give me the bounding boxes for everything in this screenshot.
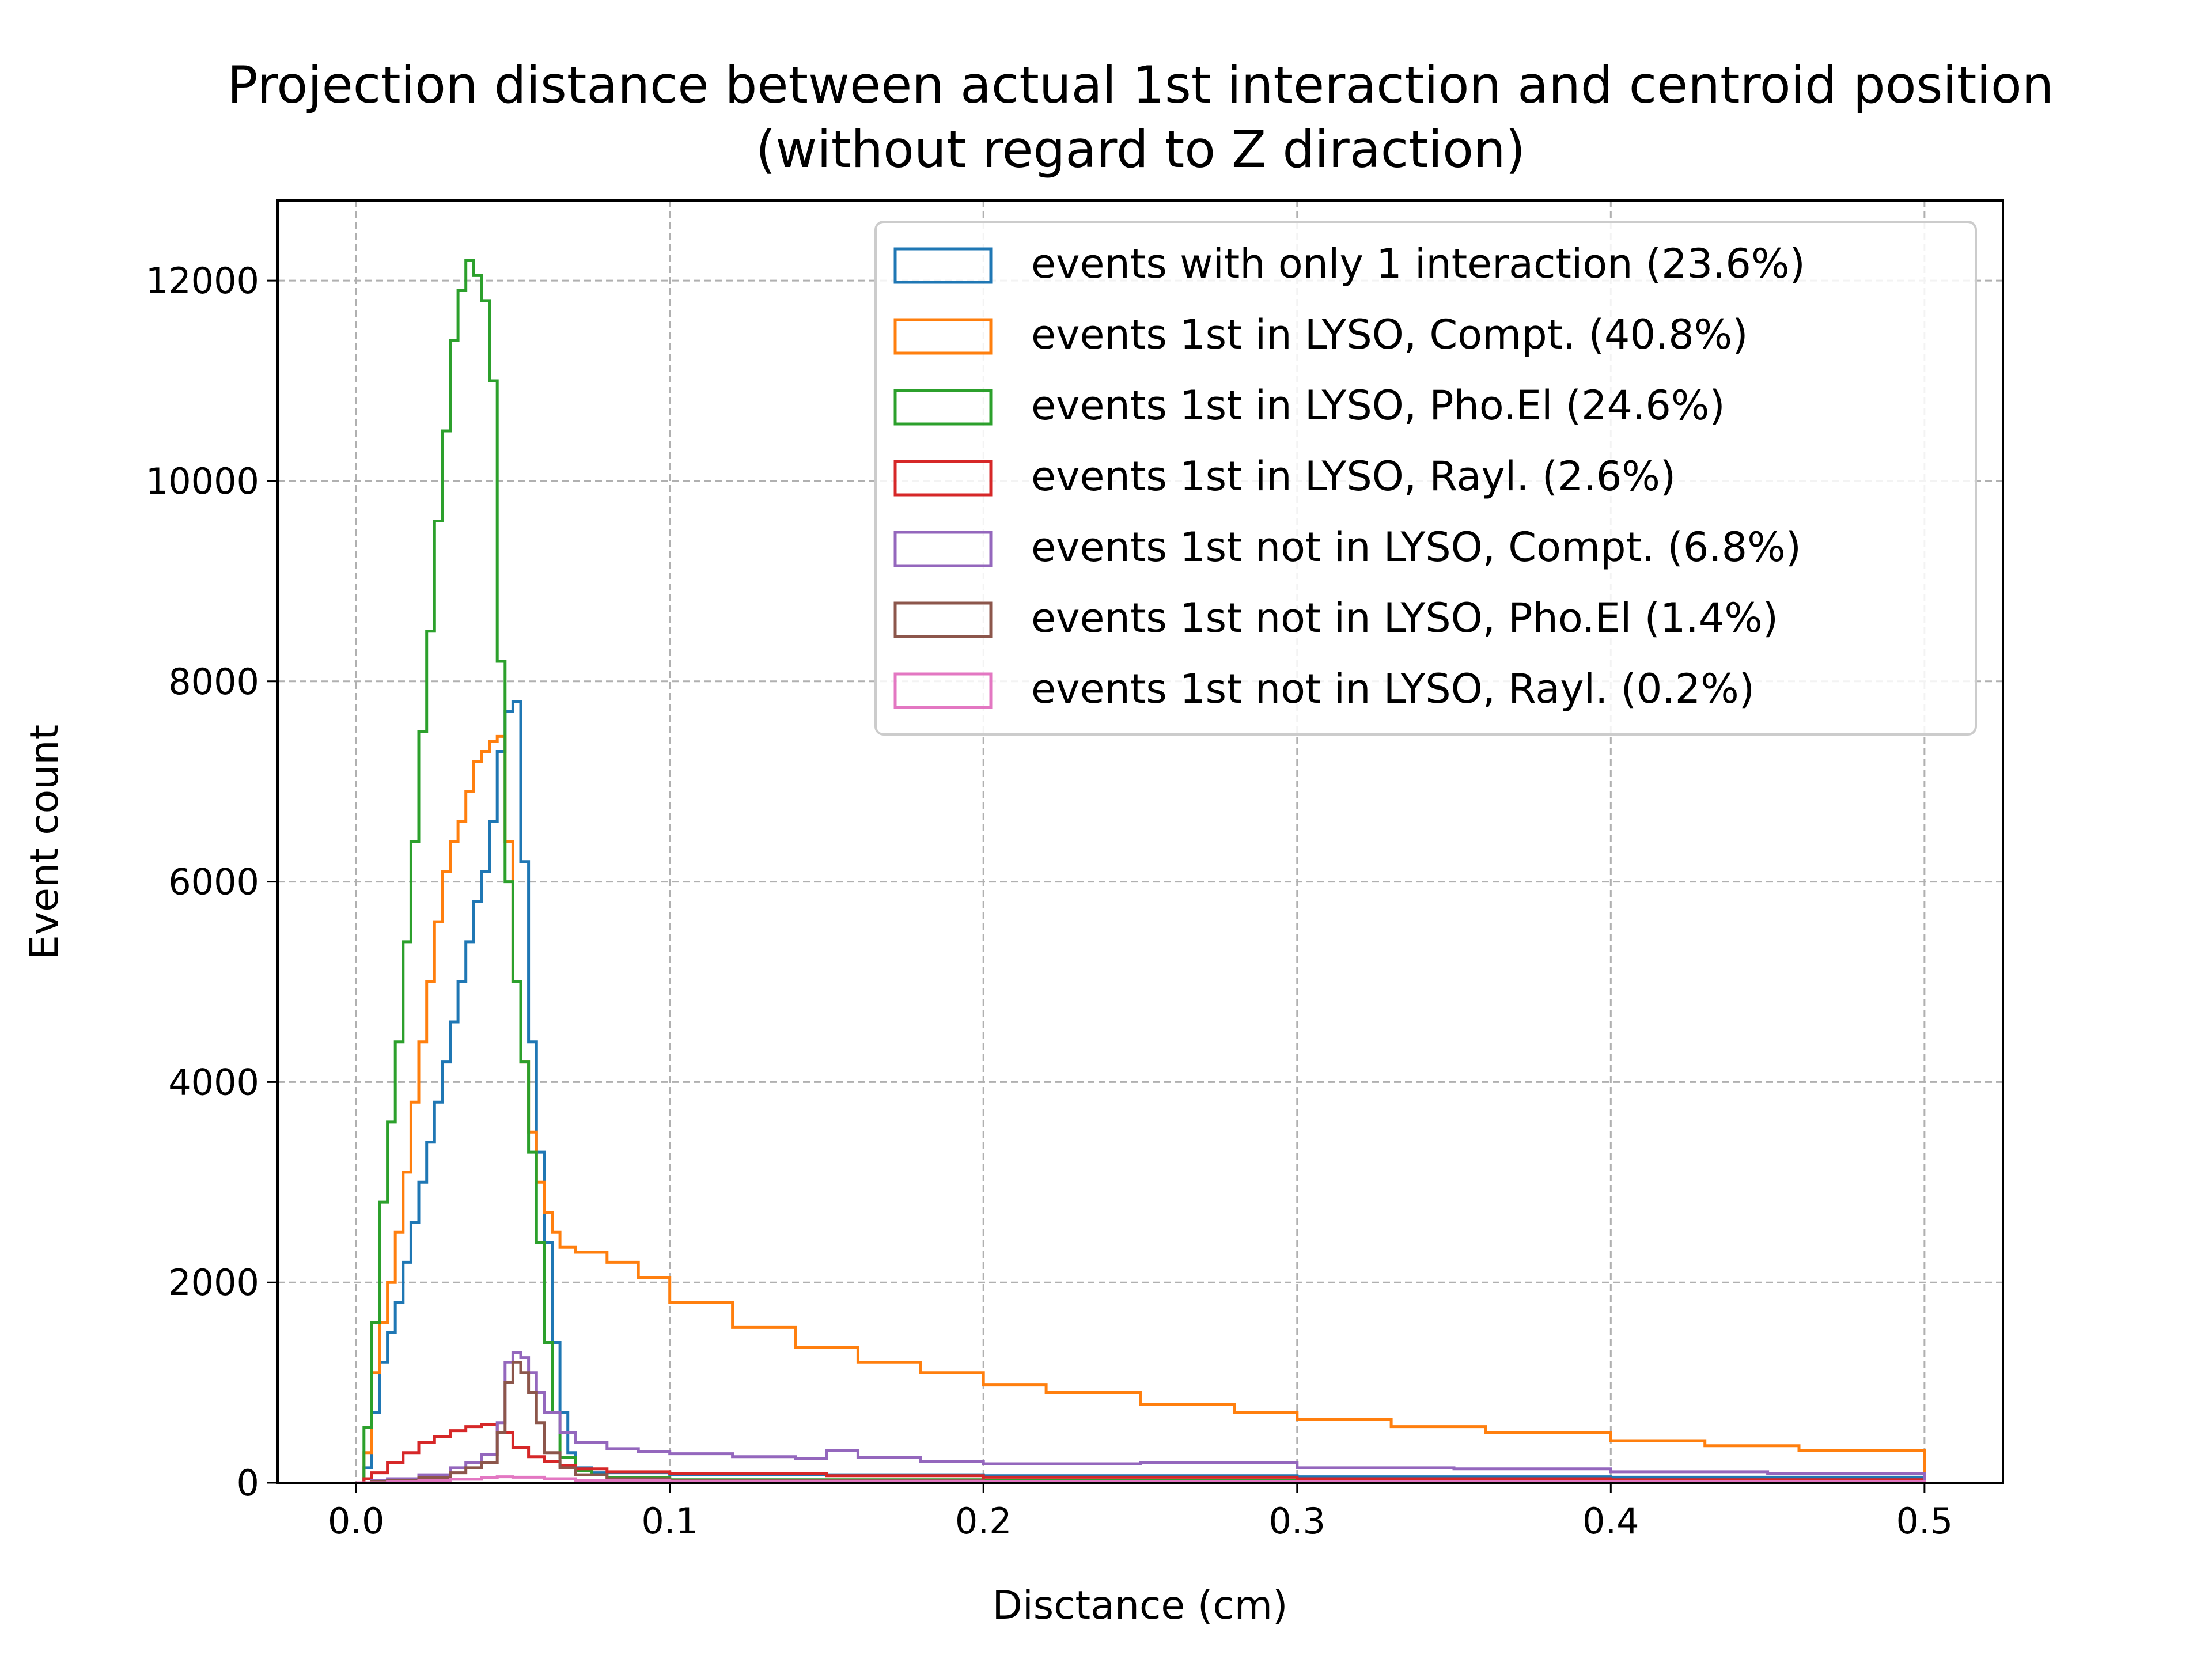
legend-label: events 1st in LYSO, Compt. (40.8%) — [1031, 311, 1748, 358]
chart-subtitle: (without regard to Z diraction) — [756, 120, 1525, 179]
series-line-7 — [356, 1475, 1926, 1484]
legend-swatch — [893, 601, 993, 638]
y-tick-label: 2000 — [168, 1262, 259, 1304]
legend-label: events 1st not in LYSO, Pho.El (1.4%) — [1031, 594, 1778, 642]
y-tick-label: 12000 — [146, 260, 259, 302]
legend-label: events with only 1 interaction (23.6%) — [1031, 240, 1805, 287]
legend-swatch — [893, 247, 993, 284]
y-tick-label: 6000 — [168, 861, 259, 903]
legend-swatch — [893, 672, 993, 709]
series-line-4 — [356, 1423, 1926, 1484]
x-tick-label: 0.2 — [955, 1500, 1012, 1542]
legend-label: events 1st in LYSO, Pho.El (24.6%) — [1031, 382, 1725, 429]
x-tick-label: 0.1 — [641, 1500, 698, 1542]
y-tick-label: 0 — [237, 1462, 259, 1504]
x-axis: 0.0 0.1 0.2 0.3 0.4 0.5 — [328, 1483, 1953, 1542]
series-line-6 — [356, 1361, 1926, 1484]
x-tick-label: 0.5 — [1896, 1500, 1953, 1542]
chart-title: Projection distance between actual 1st i… — [228, 55, 2054, 115]
x-axis-label: Disctance (cm) — [992, 1583, 1287, 1628]
series-line-5 — [356, 1351, 1926, 1484]
legend-items: events with only 1 interaction (23.6%) ev… — [893, 240, 1805, 713]
y-tick-label: 8000 — [168, 661, 259, 703]
plot-frame — [276, 199, 2004, 1484]
legend-swatch — [893, 460, 993, 497]
legend-box — [874, 221, 1977, 736]
y-axis-label: Event count — [22, 725, 67, 960]
x-tick-label: 0.3 — [1268, 1500, 1325, 1542]
legend-label: events 1st not in LYSO, Rayl. (0.2%) — [1031, 665, 1755, 713]
series-group — [356, 259, 1926, 1484]
legend-label: events 1st in LYSO, Rayl. (2.6%) — [1031, 453, 1676, 500]
legend-label: events 1st not in LYSO, Compt. (6.8%) — [1031, 524, 1801, 571]
y-tick-label: 10000 — [146, 460, 259, 502]
legend: events with only 1 interaction (23.6%) ev… — [874, 221, 1977, 736]
legend-swatch — [893, 318, 993, 355]
x-tick-label: 0.4 — [1582, 1500, 1639, 1542]
x-tick-label: 0.0 — [328, 1500, 385, 1542]
y-axis: 0 2000 4000 6000 8000 10000 12000 — [146, 260, 278, 1504]
legend-swatch — [893, 389, 993, 426]
legend-swatch — [893, 531, 993, 567]
y-tick-label: 4000 — [168, 1061, 259, 1103]
